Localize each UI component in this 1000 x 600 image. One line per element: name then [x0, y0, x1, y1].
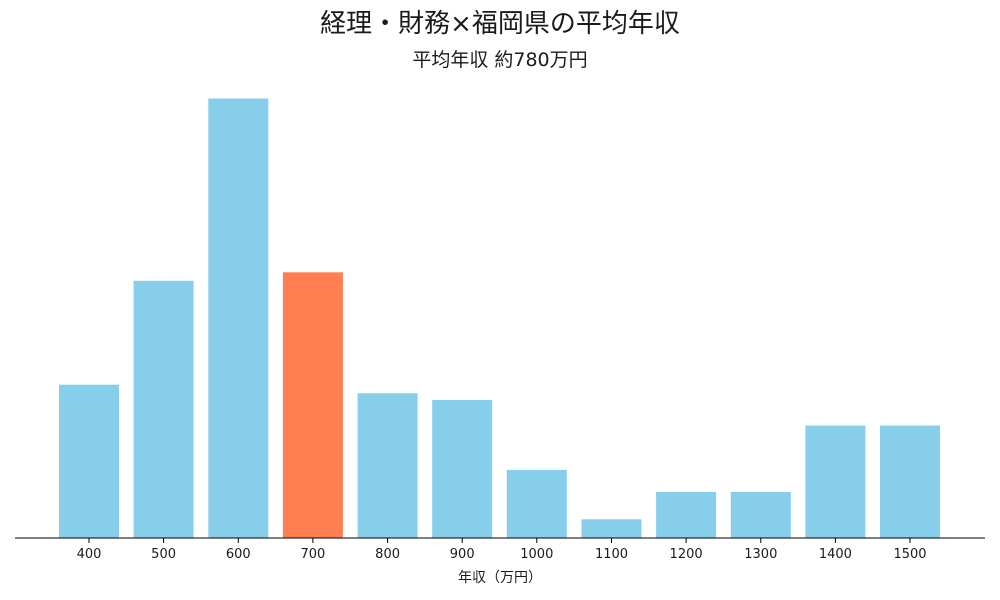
- bar-1000: [506, 469, 567, 538]
- x-tick-group: 400 500 600 700 800 900 1000 1100 1200 1300 1400 15…: [77, 538, 927, 562]
- x-tick-label-500: 500: [151, 547, 176, 562]
- x-tick-label-700: 700: [300, 547, 325, 562]
- x-tick-label-900: 900: [450, 547, 475, 562]
- bar-600: [208, 98, 269, 538]
- bar-1300: [730, 492, 791, 538]
- chart-subtitle: 平均年収 約780万円: [412, 49, 588, 71]
- bar-1200: [656, 492, 717, 538]
- x-axis-label: 年収（万円）: [458, 570, 542, 586]
- bar-1400: [805, 425, 866, 538]
- x-tick-label-1100: 1100: [595, 547, 628, 562]
- bar-1500: [880, 425, 940, 538]
- bar-group: [59, 98, 940, 538]
- bar-1100: [581, 519, 642, 538]
- x-tick-label-1200: 1200: [670, 547, 703, 562]
- x-tick-label-1000: 1000: [520, 547, 553, 562]
- bar-400: [59, 384, 119, 538]
- bar-700: [282, 272, 343, 538]
- bar-800: [357, 393, 418, 538]
- x-tick-label-1400: 1400: [819, 547, 852, 562]
- x-tick-label-800: 800: [375, 547, 400, 562]
- x-tick-label-600: 600: [226, 547, 251, 562]
- chart-title: 経理・財務×福岡県の平均年収: [320, 9, 680, 39]
- x-tick-label-1300: 1300: [744, 547, 777, 562]
- bar-900: [432, 400, 493, 538]
- x-tick-label-400: 400: [77, 547, 102, 562]
- x-tick-label-1500: 1500: [893, 547, 926, 562]
- bar-500: [133, 280, 194, 538]
